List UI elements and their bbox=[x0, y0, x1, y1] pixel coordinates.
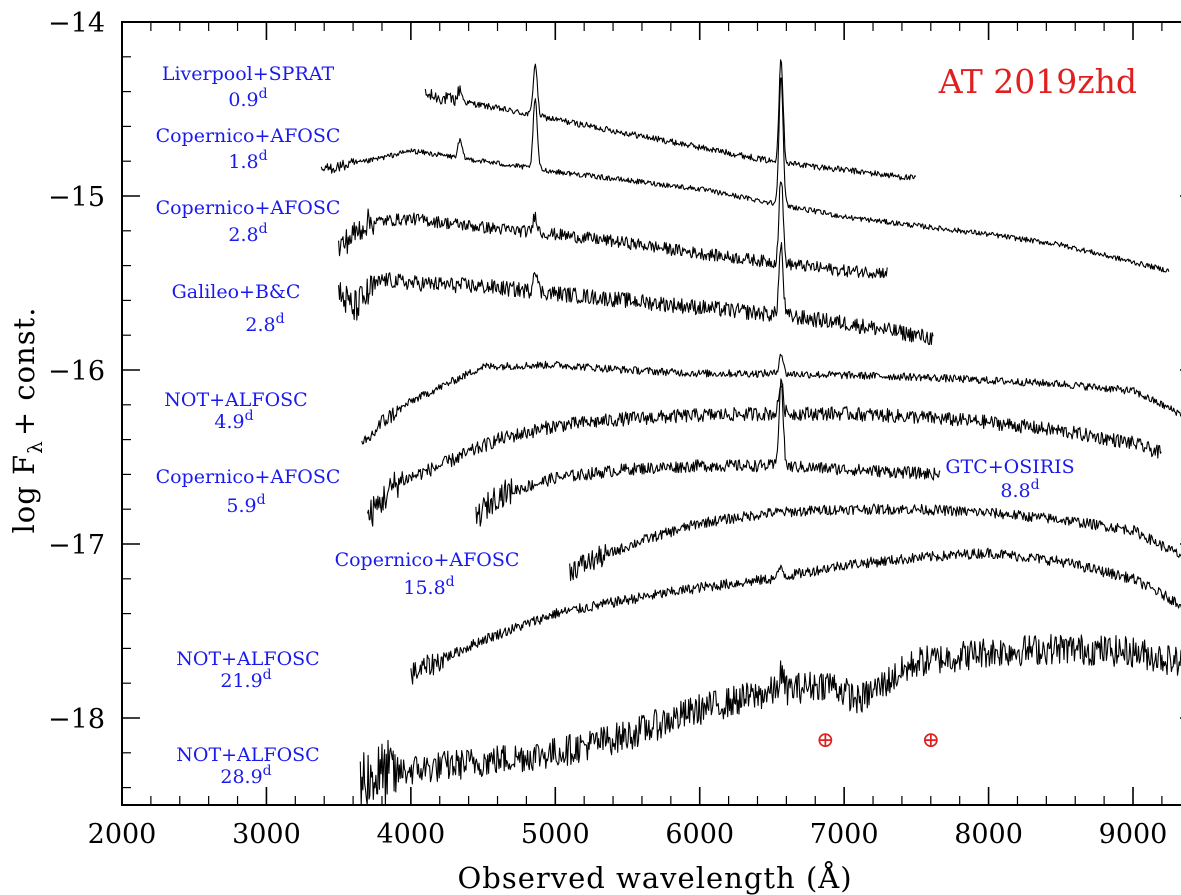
spectrum-line bbox=[338, 242, 934, 346]
spectrum-line bbox=[338, 181, 888, 279]
y-tick-label: −14 bbox=[48, 8, 105, 39]
spectrum-line bbox=[569, 503, 1181, 582]
spectrum-instrument-label: GTC+OSIRIS bbox=[945, 456, 1074, 478]
telluric-marker-icon: ⊕ bbox=[816, 728, 834, 753]
x-tick-label: 7000 bbox=[810, 819, 879, 850]
spectrum-labels: Liverpool+SPRAT0.9dCopernico+AFOSC1.8dCo… bbox=[156, 63, 1075, 788]
x-tick-label: 5000 bbox=[521, 819, 590, 850]
spectrum-instrument-label: Copernico+AFOSC bbox=[335, 549, 520, 571]
spectrum-epoch-label: 2.8d bbox=[228, 221, 267, 246]
spectrum-epoch-label: 4.9d bbox=[214, 408, 253, 433]
x-tick-label: 6000 bbox=[665, 819, 734, 850]
spectrum-line bbox=[359, 633, 1181, 806]
spectrum-line bbox=[366, 383, 1162, 527]
y-tick-label: −15 bbox=[48, 182, 105, 213]
spectrum-instrument-label: NOT+ALFOSC bbox=[176, 744, 319, 766]
y-ticks: −18 −17 −16 −15 −14 bbox=[48, 8, 1181, 789]
spectrum-line bbox=[475, 378, 941, 527]
x-tick-label: 4000 bbox=[376, 819, 445, 850]
spectrum-epoch-label: 28.9d bbox=[220, 763, 271, 788]
spectrum-epoch-label: 2.8d bbox=[245, 311, 284, 336]
x-tick-label: 3000 bbox=[232, 819, 301, 850]
spectrum-line bbox=[410, 547, 1181, 685]
x-axis-title: Observed wavelength (Å) bbox=[457, 860, 852, 895]
x-ticks: 2000 3000 4000 5000 6000 7000 8000 9000 bbox=[88, 22, 1168, 850]
spectrum-instrument-label: NOT+ALFOSC bbox=[164, 389, 307, 411]
spectrum-epoch-label: 0.9d bbox=[228, 86, 267, 111]
telluric-markers: ⊕⊕⊕ bbox=[816, 728, 940, 753]
y-tick-label: −17 bbox=[48, 530, 105, 561]
spectrum-instrument-label: Copernico+AFOSC bbox=[156, 197, 341, 219]
y-axis-title: log Fλ + const. bbox=[7, 307, 47, 534]
x-tick-label: 8000 bbox=[954, 819, 1023, 850]
spectrum-epoch-label: 21.9d bbox=[220, 667, 271, 692]
plot-frame bbox=[121, 21, 1181, 806]
y-axis-title-main: log F bbox=[7, 454, 41, 534]
spectrum-instrument-label: Galileo+B&C bbox=[172, 281, 301, 303]
chart-title: AT 2019zhd bbox=[938, 62, 1137, 101]
spectrum-epoch-label: 15.8d bbox=[403, 574, 454, 599]
spectra-group bbox=[320, 59, 1181, 806]
spectrum-epoch-label: 1.8d bbox=[228, 148, 267, 173]
telluric-marker-icon: ⊕ bbox=[922, 728, 940, 753]
spectrum-instrument-label: Copernico+AFOSC bbox=[156, 125, 341, 147]
spectrum-epoch-label: 5.9d bbox=[226, 492, 265, 517]
spectrum-line bbox=[361, 353, 1181, 445]
spectrum-instrument-label: Copernico+AFOSC bbox=[156, 466, 341, 488]
spectrum-line bbox=[320, 77, 1170, 273]
spectrum-instrument-label: Liverpool+SPRAT bbox=[162, 63, 335, 85]
spectrum-epoch-label: 8.8d bbox=[1000, 477, 1039, 502]
spectrum-line bbox=[424, 59, 917, 181]
y-tick-label: −18 bbox=[48, 704, 105, 735]
y-axis-title-sub: λ bbox=[23, 440, 47, 454]
x-tick-label: 9000 bbox=[1099, 819, 1168, 850]
spectrum-instrument-label: NOT+ALFOSC bbox=[176, 648, 319, 670]
y-axis-title-const: + const. bbox=[7, 307, 41, 437]
x-tick-label: 2000 bbox=[88, 819, 157, 850]
y-tick-label: −16 bbox=[48, 356, 105, 387]
